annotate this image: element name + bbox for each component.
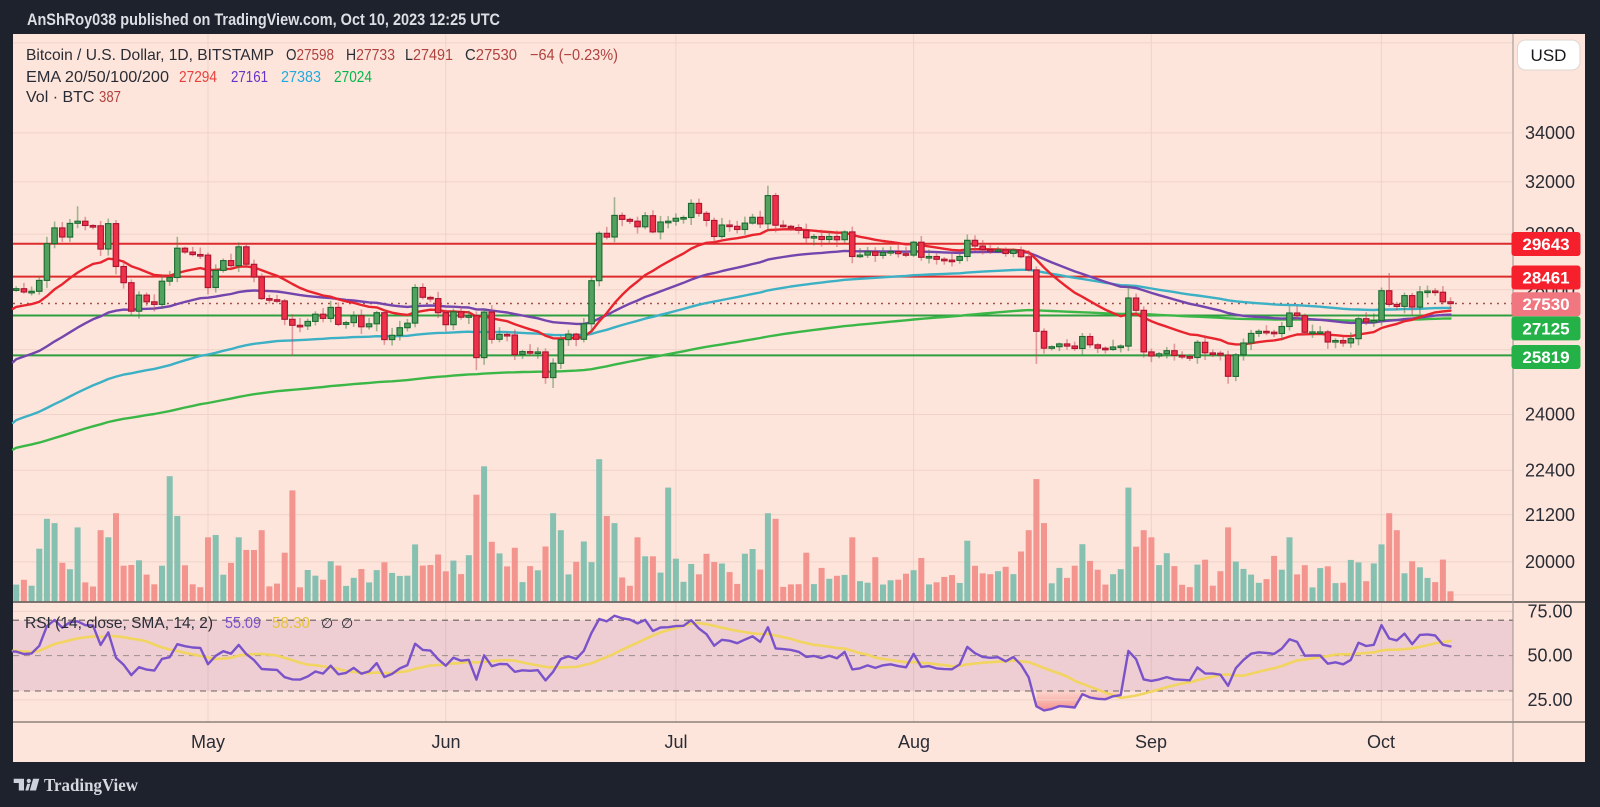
svg-text:55.09: 55.09	[225, 615, 261, 632]
svg-text:−64 (−0.23%): −64 (−0.23%)	[530, 47, 618, 64]
svg-text:22400: 22400	[1525, 460, 1575, 480]
svg-text:USD: USD	[1531, 46, 1567, 65]
svg-text:O27598: O27598	[286, 47, 334, 64]
svg-text:27125: 27125	[1522, 319, 1569, 338]
svg-text:25.00: 25.00	[1527, 690, 1572, 710]
svg-text:58.30: 58.30	[272, 615, 310, 632]
svg-text:24000: 24000	[1525, 405, 1575, 425]
svg-text:27383: 27383	[281, 69, 321, 86]
svg-text:27161: 27161	[231, 69, 268, 86]
svg-text:∅: ∅	[341, 615, 353, 631]
svg-text:75.00: 75.00	[1527, 601, 1572, 621]
svg-text:Vol · BTC: Vol · BTC	[26, 89, 94, 106]
svg-text:Sep: Sep	[1135, 732, 1167, 752]
svg-text:May: May	[191, 732, 225, 752]
svg-text:C27530: C27530	[465, 47, 517, 64]
svg-text:50.00: 50.00	[1527, 646, 1572, 666]
svg-text:TradingView: TradingView	[44, 775, 138, 795]
svg-text:25819: 25819	[1522, 348, 1569, 367]
svg-text:32000: 32000	[1525, 172, 1575, 192]
svg-text:H27733: H27733	[346, 47, 395, 64]
svg-text:Jun: Jun	[431, 732, 460, 752]
svg-text:RSI (14, close, SMA, 14, 2): RSI (14, close, SMA, 14, 2)	[25, 615, 213, 632]
svg-text:27024: 27024	[334, 69, 372, 86]
svg-text:Aug: Aug	[898, 732, 930, 752]
svg-text:34000: 34000	[1525, 123, 1575, 143]
svg-text:27294: 27294	[179, 69, 217, 86]
svg-text:Bitcoin / U.S. Dollar, 1D, BIT: Bitcoin / U.S. Dollar, 1D, BITSTAMP	[26, 47, 274, 64]
svg-text:AnShRoy038 published on Tradin: AnShRoy038 published on TradingView.com,…	[27, 10, 500, 29]
svg-text:L27491: L27491	[405, 47, 453, 64]
svg-text:Jul: Jul	[664, 732, 687, 752]
svg-text:29643: 29643	[1522, 235, 1569, 254]
svg-text:27530: 27530	[1522, 295, 1569, 314]
svg-text:28461: 28461	[1522, 269, 1569, 288]
svg-text:21200: 21200	[1525, 505, 1575, 525]
svg-text:∅: ∅	[321, 615, 333, 631]
svg-text:Oct: Oct	[1367, 732, 1395, 752]
svg-text:EMA 20/50/100/200: EMA 20/50/100/200	[26, 69, 169, 86]
svg-text:387: 387	[99, 89, 121, 106]
svg-text:20000: 20000	[1525, 552, 1575, 572]
